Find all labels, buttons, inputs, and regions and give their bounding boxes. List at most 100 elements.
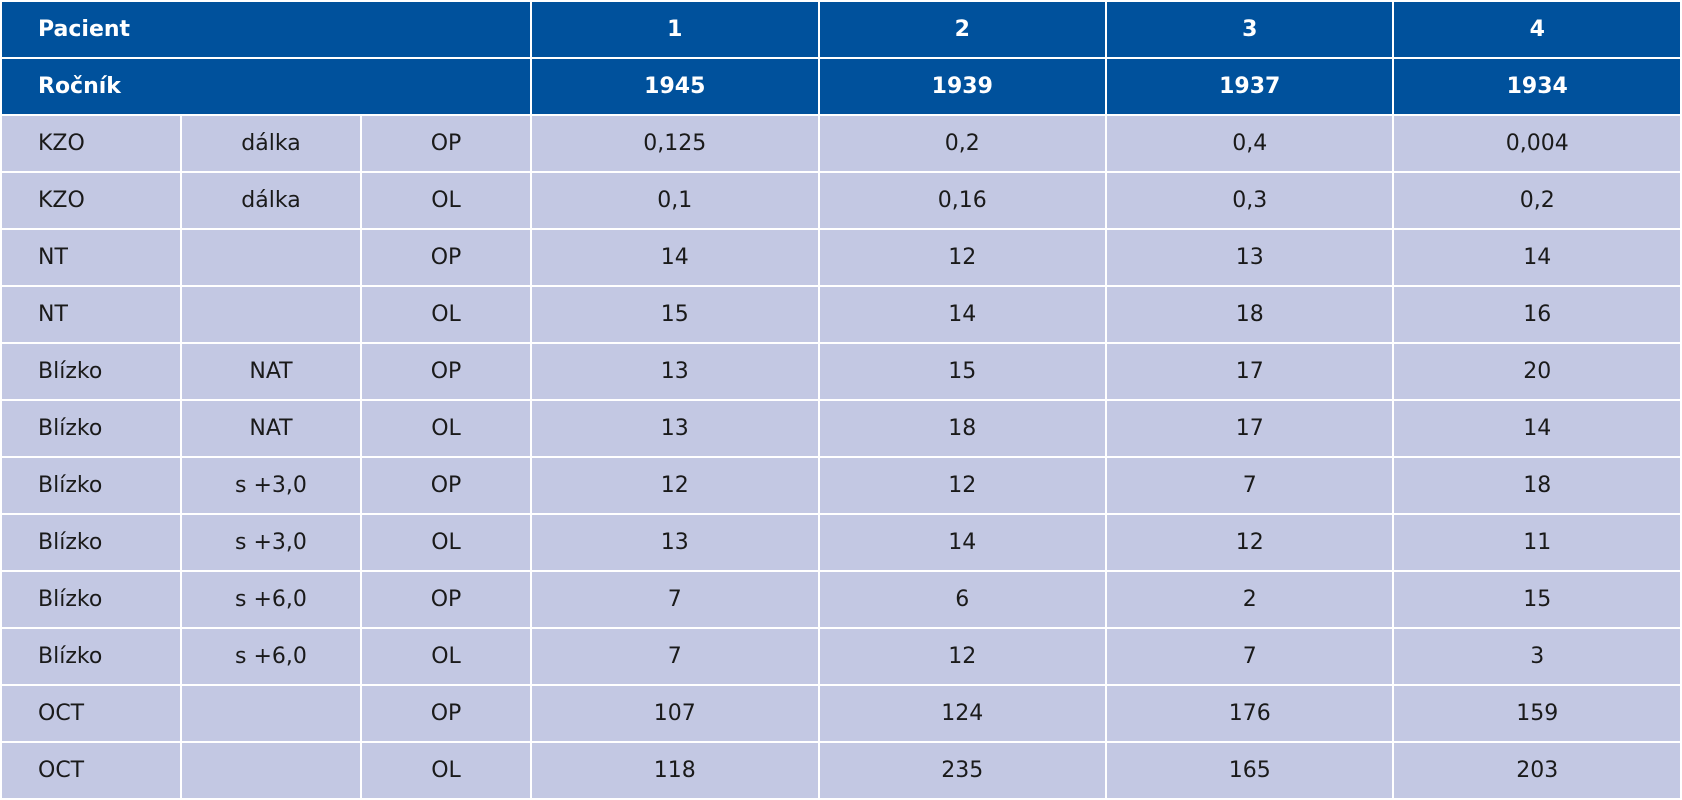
header-cell: 3	[1104, 0, 1395, 59]
header-cell: 1939	[817, 57, 1108, 116]
cell: 12	[1104, 513, 1395, 572]
row-label: OL	[359, 741, 533, 800]
cell: 14	[817, 513, 1108, 572]
cell: 11	[1392, 513, 1682, 572]
header-row: Pacient 1 2 3 4	[0, 0, 1682, 59]
header-row: Ročník 1945 1939 1937 1934	[0, 57, 1682, 116]
header-label: Ročník	[0, 57, 533, 116]
row-label: NT	[0, 228, 182, 287]
table-row: Blízko s +6,0 OP 7 6 2 15	[0, 570, 1682, 629]
row-label: OP	[359, 570, 533, 629]
cell: 2	[1104, 570, 1395, 629]
row-label: OL	[359, 513, 533, 572]
row-label: NAT	[180, 399, 362, 458]
cell: 7	[1104, 456, 1395, 515]
cell: 15	[530, 285, 820, 344]
cell: 18	[1392, 456, 1682, 515]
cell: 18	[1104, 285, 1395, 344]
row-label: dálka	[180, 171, 362, 230]
cell: 0,4	[1104, 114, 1395, 173]
row-label: OP	[359, 456, 533, 515]
table-row: NT OP 14 12 13 14	[0, 228, 1682, 287]
cell: 12	[817, 228, 1108, 287]
table-row: NT OL 15 14 18 16	[0, 285, 1682, 344]
cell: 118	[530, 741, 820, 800]
cell: 6	[817, 570, 1108, 629]
cell: 12	[817, 456, 1108, 515]
cell: 7	[530, 627, 820, 686]
row-label: OL	[359, 399, 533, 458]
table-row: Blízko NAT OL 13 18 17 14	[0, 399, 1682, 458]
header-cell: 1945	[530, 57, 820, 116]
table-row: KZO dálka OP 0,125 0,2 0,4 0,004	[0, 114, 1682, 173]
table-row: KZO dálka OL 0,1 0,16 0,3 0,2	[0, 171, 1682, 230]
row-label: s +3,0	[180, 513, 362, 572]
header-label: Pacient	[0, 0, 533, 59]
cell: 0,2	[1392, 171, 1682, 230]
row-label: s +6,0	[180, 570, 362, 629]
row-label: OL	[359, 171, 533, 230]
row-label: Blízko	[0, 399, 182, 458]
cell: 0,2	[817, 114, 1108, 173]
row-label: Blízko	[0, 570, 182, 629]
cell: 18	[817, 399, 1108, 458]
row-label	[180, 228, 362, 287]
header-cell: 4	[1392, 0, 1682, 59]
row-label: OP	[359, 684, 533, 743]
cell: 7	[530, 570, 820, 629]
table-row: OCT OP 107 124 176 159	[0, 684, 1682, 743]
row-label: OP	[359, 342, 533, 401]
cell: 107	[530, 684, 820, 743]
table-row: Blízko s +6,0 OL 7 12 7 3	[0, 627, 1682, 686]
table-row: OCT OL 118 235 165 203	[0, 741, 1682, 800]
cell: 13	[530, 513, 820, 572]
cell: 14	[1392, 228, 1682, 287]
cell: 3	[1392, 627, 1682, 686]
cell: 20	[1392, 342, 1682, 401]
cell: 14	[817, 285, 1108, 344]
cell: 13	[530, 342, 820, 401]
row-label: NAT	[180, 342, 362, 401]
cell: 235	[817, 741, 1108, 800]
cell: 176	[1104, 684, 1395, 743]
cell: 14	[530, 228, 820, 287]
cell: 7	[1104, 627, 1395, 686]
row-label: KZO	[0, 171, 182, 230]
row-label: KZO	[0, 114, 182, 173]
row-label	[180, 684, 362, 743]
row-label: OL	[359, 285, 533, 344]
table-row: Blízko s +3,0 OP 12 12 7 18	[0, 456, 1682, 515]
header-cell: 1934	[1392, 57, 1682, 116]
cell: 0,004	[1392, 114, 1682, 173]
cell: 15	[817, 342, 1108, 401]
cell: 17	[1104, 399, 1395, 458]
row-label: s +6,0	[180, 627, 362, 686]
table-row: Blízko NAT OP 13 15 17 20	[0, 342, 1682, 401]
row-label: Blízko	[0, 342, 182, 401]
header-cell: 2	[817, 0, 1108, 59]
header-cell: 1	[530, 0, 820, 59]
cell: 0,125	[530, 114, 820, 173]
row-label: OCT	[0, 684, 182, 743]
cell: 13	[530, 399, 820, 458]
cell: 203	[1392, 741, 1682, 800]
row-label: Blízko	[0, 456, 182, 515]
row-label: Blízko	[0, 627, 182, 686]
row-label: NT	[0, 285, 182, 344]
cell: 0,1	[530, 171, 820, 230]
cell: 0,16	[817, 171, 1108, 230]
cell: 12	[817, 627, 1108, 686]
cell: 14	[1392, 399, 1682, 458]
row-label: dálka	[180, 114, 362, 173]
row-label: OCT	[0, 741, 182, 800]
row-label: s +3,0	[180, 456, 362, 515]
cell: 13	[1104, 228, 1395, 287]
cell: 17	[1104, 342, 1395, 401]
table-row: Blízko s +3,0 OL 13 14 12 11	[0, 513, 1682, 572]
cell: 165	[1104, 741, 1395, 800]
row-label: OP	[359, 228, 533, 287]
row-label: OP	[359, 114, 533, 173]
